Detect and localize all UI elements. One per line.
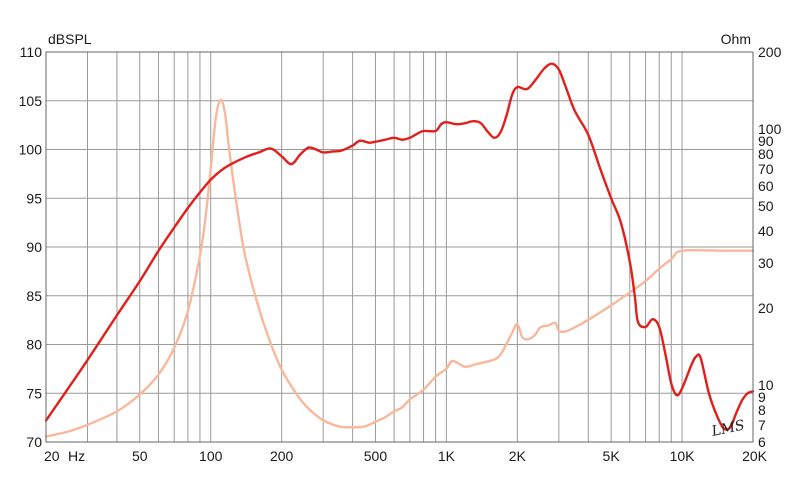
x-axis-unit-label: Hz — [68, 448, 85, 464]
left-axis-tick-label: 85 — [26, 288, 42, 304]
right-axis-tick-label: 100 — [758, 121, 782, 137]
x-axis-tick-label: 2K — [509, 448, 527, 464]
right-axis-tick-label: 7 — [758, 417, 766, 433]
right-axis-tick-label: 40 — [758, 223, 774, 239]
right-axis-tick-label: 20 — [758, 300, 774, 316]
series — [44, 62, 755, 438]
x-axis-tick-label: 200 — [270, 448, 294, 464]
tick-labels: 7075808590951001051106789102030405060708… — [19, 44, 782, 464]
left-axis-tick-label: 70 — [26, 434, 42, 450]
right-axis-tick-label: 8 — [758, 402, 766, 418]
right-axis-tick-label: 90 — [758, 133, 774, 149]
left-axis-tick-label: 95 — [26, 190, 42, 206]
right-axis-tick-label: 200 — [758, 44, 782, 60]
right-axis-tick-label: 50 — [758, 198, 774, 214]
left-axis-tick-label: 80 — [26, 337, 42, 353]
x-axis-tick-label: 100 — [199, 448, 223, 464]
spl-response-curve — [44, 62, 755, 431]
right-axis-tick-label: 9 — [758, 389, 766, 405]
x-axis-tick-label: 10K — [670, 448, 696, 464]
signature-mark: LMS — [709, 417, 746, 440]
x-axis-tick-label: 500 — [364, 448, 388, 464]
left-axis-tick-label: 90 — [26, 239, 42, 255]
plot-frame — [45, 51, 754, 443]
right-axis-tick-label: 80 — [758, 146, 774, 162]
right-axis-tick-label: 6 — [758, 434, 766, 450]
left-axis-tick-label: 75 — [26, 385, 42, 401]
right-axis-unit-label: Ohm — [721, 31, 751, 47]
x-axis-tick-label: 50 — [132, 448, 148, 464]
left-axis-unit-label: dBSPL — [48, 31, 92, 47]
x-axis-tick-label: 1K — [438, 448, 456, 464]
right-axis-tick-label: 60 — [758, 178, 774, 194]
x-axis-tick-label: 20 — [44, 448, 60, 464]
right-axis-tick-label: 10 — [758, 377, 774, 393]
x-axis-tick-label: 20K — [742, 448, 768, 464]
impedance-curve — [44, 98, 755, 438]
left-axis-tick-label: 100 — [19, 142, 43, 158]
right-axis-tick-label: 30 — [758, 255, 774, 271]
right-axis-tick-label: 70 — [758, 161, 774, 177]
left-axis-tick-label: 105 — [19, 93, 43, 109]
x-axis-tick-label: 5K — [603, 448, 621, 464]
left-axis-tick-label: 110 — [20, 44, 43, 60]
